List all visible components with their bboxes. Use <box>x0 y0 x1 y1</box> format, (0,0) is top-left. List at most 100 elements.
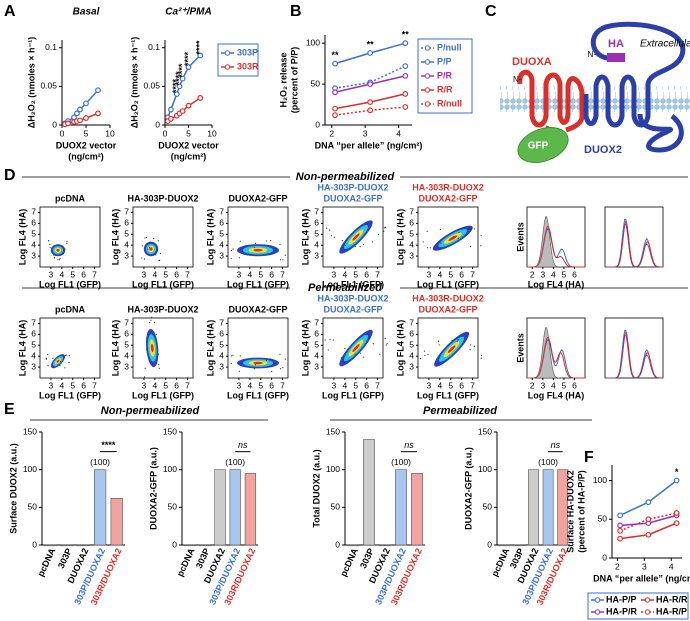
y-tick-label: 6 <box>219 329 224 339</box>
event-dot <box>144 367 146 369</box>
y-tick-label: 4 <box>409 239 414 249</box>
x-tick-label: 3 <box>332 269 337 279</box>
event-dot <box>66 354 68 356</box>
series-line <box>334 65 406 89</box>
event-dot <box>59 257 61 260</box>
y-tick-label: 0 <box>172 539 177 549</box>
density-blob <box>253 248 263 252</box>
panel-letter: F <box>584 449 594 466</box>
y-tick-label: 5 <box>409 229 414 239</box>
bar <box>77 544 90 547</box>
event-dot <box>158 367 160 369</box>
significance: **** <box>183 52 193 67</box>
x-tick-label: 6 <box>269 269 274 279</box>
x-axis-label: Log FL1 (GFP) <box>227 279 289 289</box>
legend-label: 303R <box>237 61 259 71</box>
event-dot <box>386 343 388 345</box>
duox2-label: DUOX2 <box>584 144 622 156</box>
event-dot <box>439 228 441 230</box>
event-dot <box>271 370 273 373</box>
event-dot <box>45 358 47 360</box>
x-tick-label: 5 <box>448 380 453 390</box>
y-axis-label: H₂O₂ release <box>278 52 288 107</box>
event-dot <box>422 241 424 243</box>
data-point <box>185 102 192 109</box>
event-dot <box>426 230 428 232</box>
event-dot <box>158 363 160 366</box>
legend-marker <box>224 50 231 56</box>
x-axis-label: Log FL1 (GFP) <box>417 279 479 289</box>
x-tick-label: 2 <box>615 561 620 571</box>
legend-marker <box>594 597 601 603</box>
significance: ns <box>551 440 561 450</box>
x-tick-label: 0 <box>60 128 65 138</box>
chart-title: Ca²⁺/PMA <box>165 7 211 18</box>
x-tick-label: 6 <box>174 380 179 390</box>
event-dot <box>141 257 143 259</box>
event-dot <box>458 231 460 234</box>
sample-title: DUOXA2-GFP <box>228 304 287 314</box>
data-point <box>77 106 83 113</box>
ha-tag <box>607 53 625 62</box>
x-tick-label: 4 <box>247 380 252 390</box>
event-dot <box>438 344 440 346</box>
event-dot <box>341 240 344 242</box>
y-tick-label: 4 <box>124 239 129 249</box>
y-tick-label: 7 <box>314 207 319 217</box>
x-tick-label: 7 <box>280 269 285 279</box>
event-dot <box>148 246 151 249</box>
legend-label: HA-P/P <box>606 594 637 604</box>
value-label: (100) <box>538 457 558 467</box>
category-label: pcDNA <box>36 546 58 578</box>
x-tick-label: 3 <box>427 380 432 390</box>
density-blob <box>56 248 60 252</box>
event-dot <box>469 245 471 248</box>
event-dot <box>456 340 458 342</box>
event-dot <box>62 253 65 255</box>
group-title: Non-permeabilized <box>101 405 200 417</box>
x-axis-label: Log FL1 (GFP) <box>322 390 384 400</box>
bar <box>44 544 57 547</box>
density-blob <box>150 343 154 353</box>
legend-label: HA-P/R <box>606 606 637 616</box>
event-dot <box>344 347 346 350</box>
event-dot <box>330 235 332 237</box>
event-dot <box>153 321 156 324</box>
x-tick-label: 0 <box>163 128 168 138</box>
legend-label: P/R <box>437 70 453 80</box>
density-blob <box>447 345 456 354</box>
panel-letter: E <box>4 401 15 418</box>
event-dot <box>363 356 365 358</box>
x-tick-label: 3 <box>540 380 545 390</box>
x-axis-label: Log FL1 (GFP) <box>39 390 101 400</box>
event-dot <box>429 247 431 249</box>
y-tick-label: 100 <box>306 37 320 47</box>
event-dot <box>284 254 286 256</box>
event-dot <box>362 243 364 246</box>
data-point <box>402 73 409 79</box>
event-dot <box>457 339 459 341</box>
x-tick-label: 3 <box>142 269 147 279</box>
y-tick-label: 3 <box>409 361 414 371</box>
panel-letter: C <box>485 3 497 20</box>
plot-frame <box>132 206 194 268</box>
event-dot <box>151 316 153 318</box>
x-tick-label: 7 <box>470 380 475 390</box>
event-dot <box>155 333 157 335</box>
event-dot <box>147 333 149 335</box>
data-point <box>645 499 652 506</box>
y-tick-label: 4 <box>31 350 36 360</box>
x-axis-label: Log FL1 (GFP) <box>417 390 479 400</box>
y-tick-label: 3 <box>31 361 36 371</box>
hist-curve <box>605 335 663 379</box>
event-dot <box>59 365 61 367</box>
bar <box>395 469 407 546</box>
event-dot <box>451 339 453 342</box>
event-dot <box>64 367 66 369</box>
x-tick-label: 4 <box>342 269 347 279</box>
x-axis-label: (ng/cm²) <box>171 151 207 161</box>
event-dot <box>452 236 454 238</box>
density-blob <box>352 233 360 241</box>
y-tick-label: 3 <box>314 361 319 371</box>
